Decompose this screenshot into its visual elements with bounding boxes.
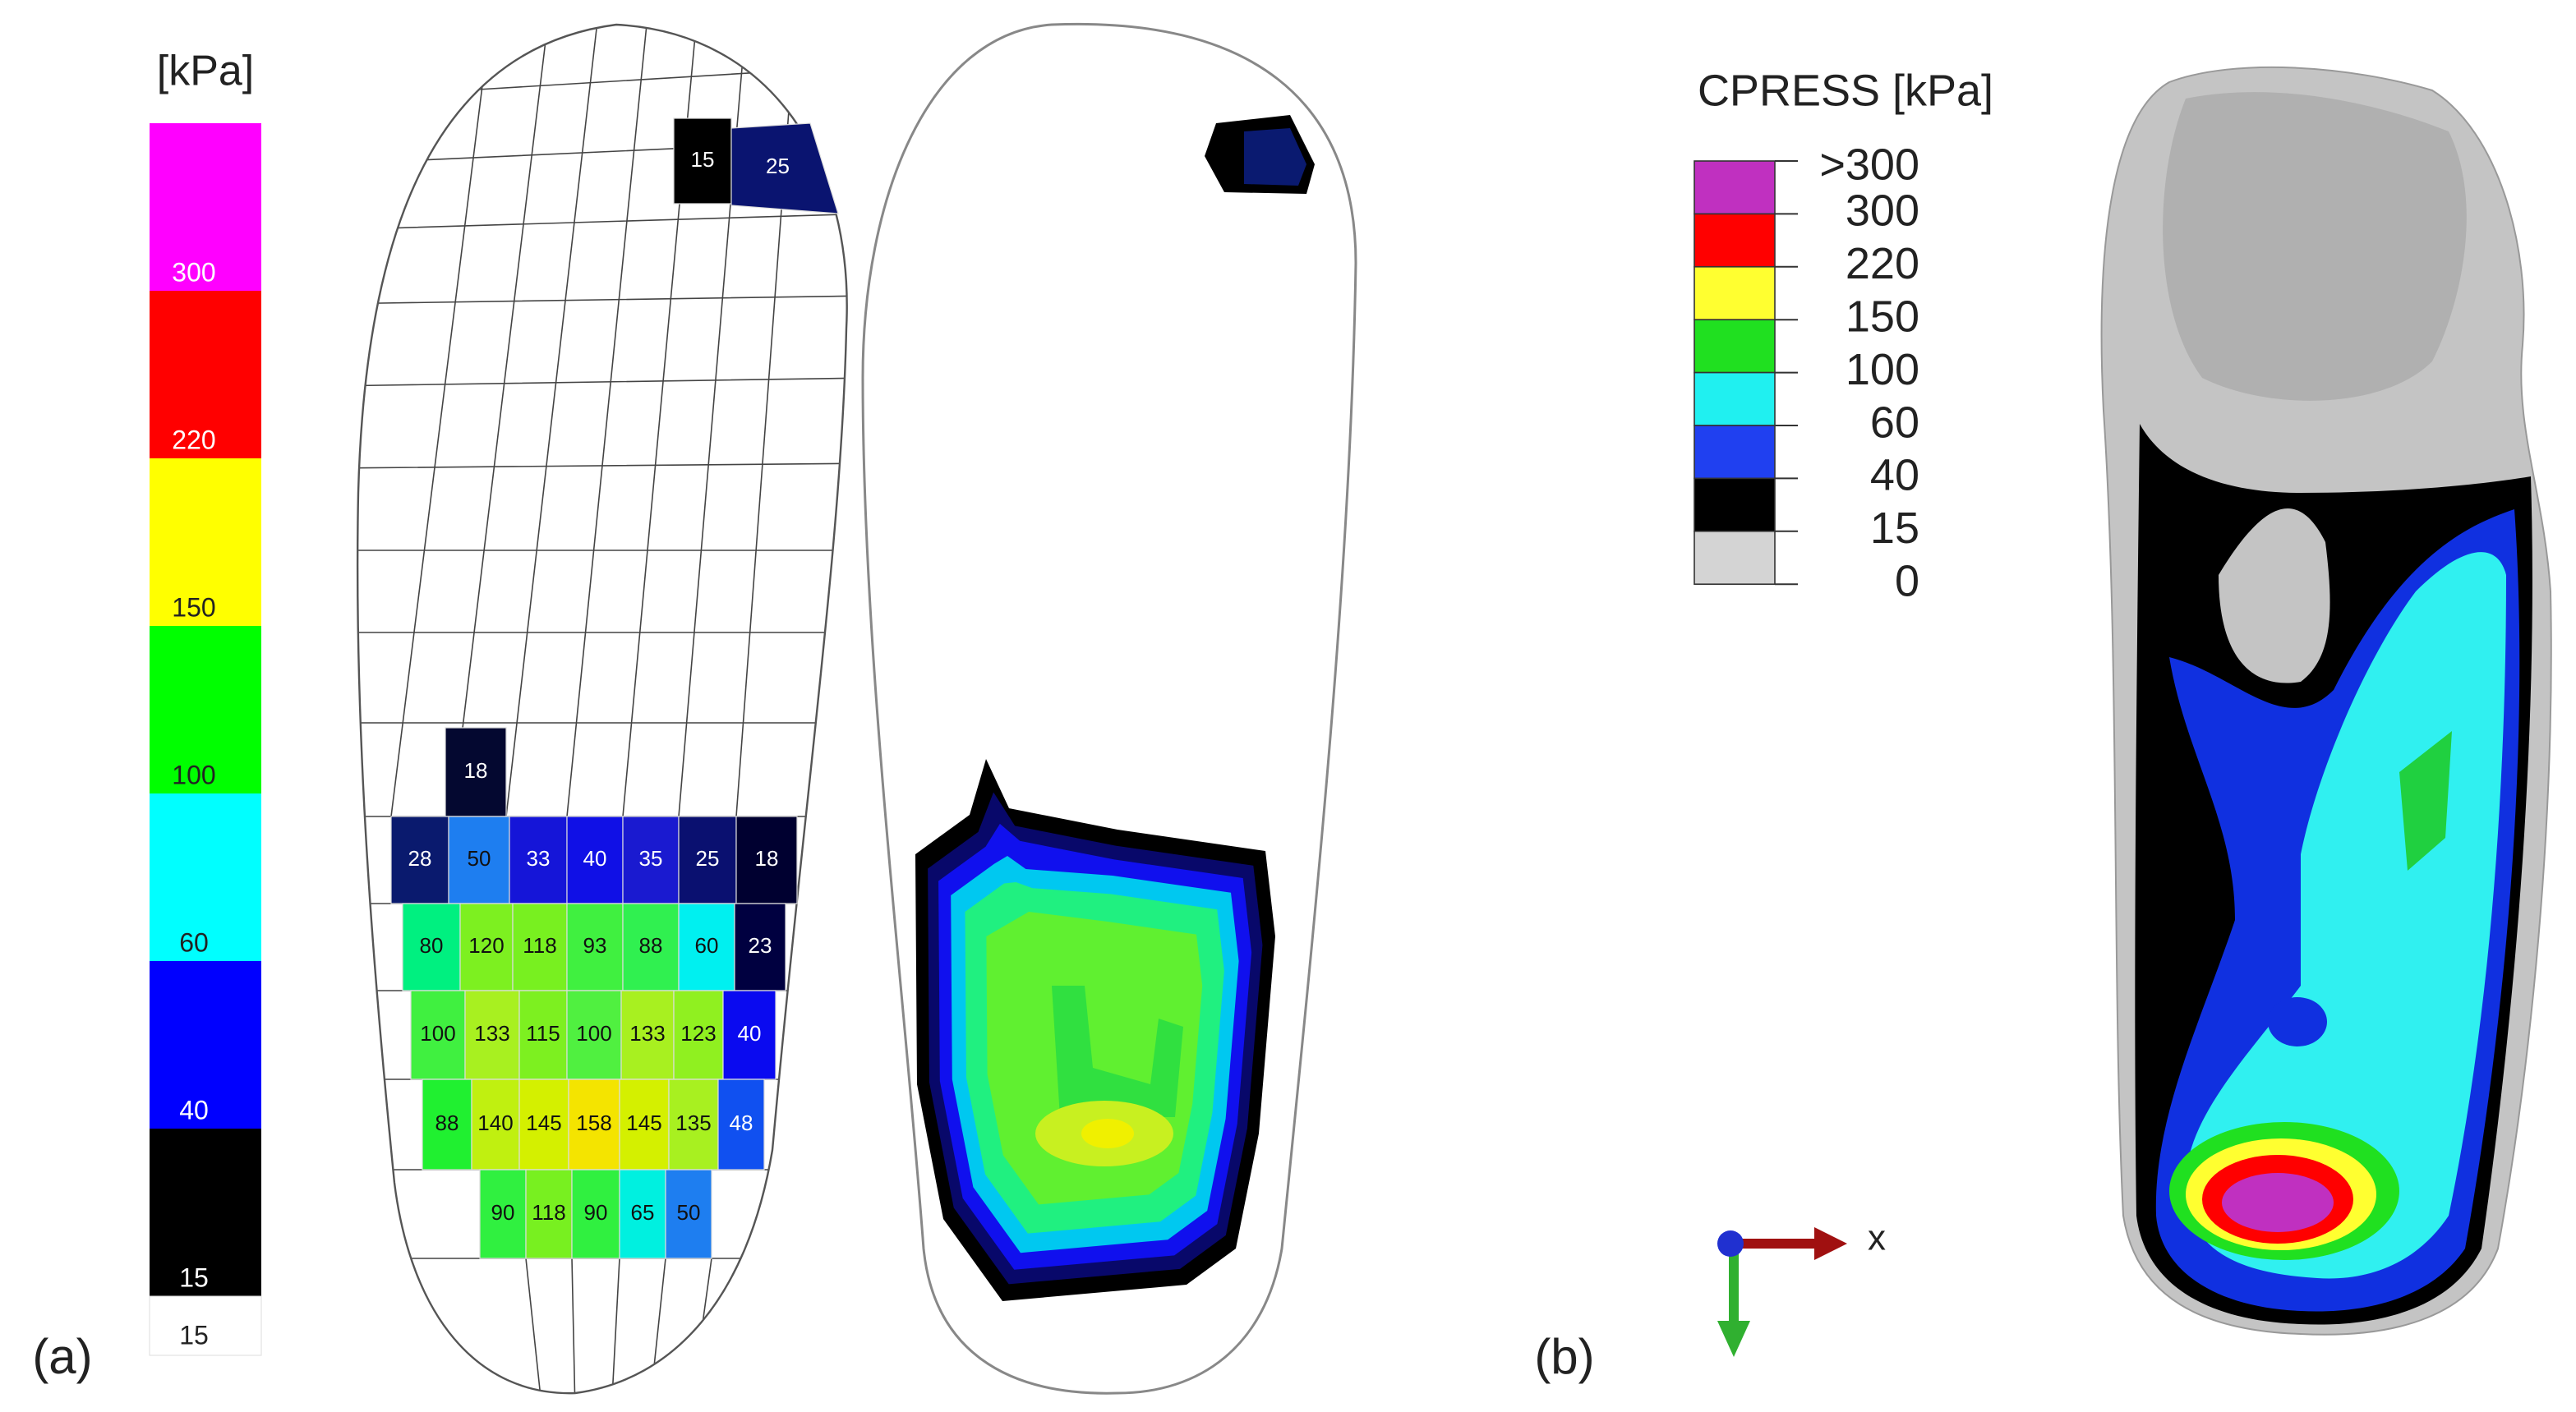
legend-label: 220 bbox=[1846, 239, 1919, 288]
cell-value: 158 bbox=[576, 1111, 611, 1135]
cell-value: 88 bbox=[639, 933, 663, 958]
colorbar-label: 100 bbox=[172, 760, 215, 789]
legend-swatch bbox=[1694, 425, 1776, 480]
colorbar-segment bbox=[150, 291, 261, 458]
colorbar-label: 60 bbox=[179, 927, 209, 957]
insole-outline bbox=[861, 22, 1357, 1395]
cell-value: 100 bbox=[576, 1021, 611, 1046]
cell-value: 35 bbox=[639, 846, 663, 871]
colorbar-label: 15 bbox=[179, 1263, 209, 1292]
colorbar-label: 15 bbox=[179, 1320, 209, 1350]
pressure-cell bbox=[722, 990, 776, 1080]
axis-label: x bbox=[1868, 1218, 1886, 1258]
panel-label: (b) bbox=[1534, 1329, 1594, 1384]
cell-value: 18 bbox=[755, 846, 779, 871]
cell-value: 25 bbox=[766, 154, 790, 178]
cell-value: 90 bbox=[584, 1200, 608, 1225]
cell-value: 93 bbox=[583, 933, 607, 958]
foot-model bbox=[2100, 66, 2552, 1336]
pressure-cell bbox=[665, 1169, 712, 1259]
cell-value: 33 bbox=[527, 846, 551, 871]
colorbar-label: 220 bbox=[172, 425, 215, 454]
pressure-cell bbox=[735, 816, 798, 904]
colorbar-segment bbox=[150, 123, 261, 291]
cell-value: 18 bbox=[464, 758, 488, 783]
cell-value: 145 bbox=[626, 1111, 661, 1135]
colorbar-title: [kPa] bbox=[157, 48, 255, 95]
pressure-cell bbox=[717, 1079, 765, 1171]
pressure-cells: 15 25 18 28 50 33 40 35 25 18 80 120 118 93 88 60 23 100 1… bbox=[390, 117, 839, 1259]
colorbar-segment bbox=[150, 961, 261, 1129]
cell-value: 123 bbox=[680, 1021, 716, 1046]
colorbar-label: 300 bbox=[172, 257, 215, 287]
cell-value: 23 bbox=[749, 933, 772, 958]
legend-swatch bbox=[1694, 530, 1776, 585]
pressure-cell bbox=[730, 122, 839, 214]
pressure-cell bbox=[734, 903, 786, 991]
cell-value: 25 bbox=[696, 846, 720, 871]
cell-value: 28 bbox=[408, 846, 432, 871]
legend-label: 100 bbox=[1846, 345, 1919, 394]
cell-value: 145 bbox=[526, 1111, 561, 1135]
cell-value: 48 bbox=[730, 1111, 753, 1135]
heat-spot-inner bbox=[1244, 128, 1306, 186]
cell-value: 133 bbox=[474, 1021, 509, 1046]
cell-value: 40 bbox=[583, 846, 607, 871]
foot-outline bbox=[356, 23, 848, 1395]
legend-label: 300 bbox=[1846, 186, 1919, 236]
cell-value: 50 bbox=[468, 846, 491, 871]
legend-swatch bbox=[1694, 265, 1776, 320]
legend-label: 40 bbox=[1870, 451, 1919, 500]
colorbar-segment bbox=[150, 1129, 261, 1296]
legend-label: 60 bbox=[1870, 398, 1919, 447]
colorbar: 300 220 150 100 60 40 15 15 bbox=[149, 123, 262, 1356]
cell-value: 140 bbox=[477, 1111, 513, 1135]
legend-title: CPRESS [kPa] bbox=[1698, 66, 1993, 115]
cell-value: 50 bbox=[677, 1200, 701, 1225]
legend-swatch bbox=[1694, 213, 1776, 268]
cell-value: 40 bbox=[738, 1021, 762, 1046]
legend-swatch bbox=[1694, 477, 1776, 532]
panel-label: (a) bbox=[32, 1329, 92, 1384]
legend-swatch bbox=[1694, 319, 1776, 374]
cell-value: 60 bbox=[695, 933, 719, 958]
cell-value: 15 bbox=[691, 147, 715, 172]
cell-value: 80 bbox=[420, 933, 444, 958]
legend-label: >300 bbox=[1819, 140, 1919, 189]
colorbar-label: 40 bbox=[179, 1095, 209, 1125]
colorbar-segment bbox=[150, 793, 261, 961]
cell-value: 120 bbox=[468, 933, 504, 958]
legend-swatch bbox=[1694, 160, 1776, 215]
legend-label: 0 bbox=[1895, 556, 1919, 605]
colorbar-extra bbox=[149, 1295, 262, 1356]
heatmap bbox=[915, 759, 1275, 1301]
legend-label: 15 bbox=[1870, 504, 1919, 553]
cell-value: 133 bbox=[629, 1021, 665, 1046]
cell-value: 65 bbox=[631, 1200, 655, 1225]
cell-value: 118 bbox=[523, 933, 556, 958]
legend-swatch bbox=[1694, 371, 1776, 426]
axis-triad bbox=[1717, 1227, 1847, 1357]
legend-label: 150 bbox=[1846, 292, 1919, 341]
cell-value: 88 bbox=[435, 1111, 459, 1135]
cell-value: 115 bbox=[526, 1021, 560, 1046]
colorbar-label: 150 bbox=[172, 592, 215, 622]
cell-value: 90 bbox=[491, 1200, 515, 1225]
cell-value: 100 bbox=[420, 1021, 455, 1046]
cell-value: 135 bbox=[675, 1111, 711, 1135]
colorbar-segment bbox=[150, 626, 261, 793]
cell-value: 118 bbox=[532, 1200, 565, 1225]
colorbar-segment bbox=[150, 458, 261, 626]
